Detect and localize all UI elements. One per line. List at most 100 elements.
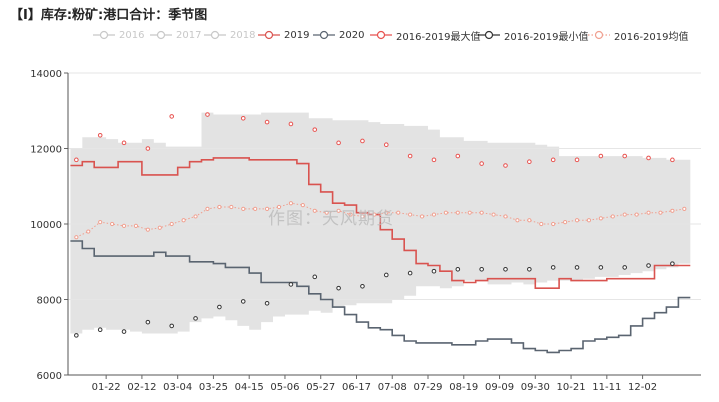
legend-label: 2016: [119, 29, 145, 41]
series-2016-2019--point: [610, 214, 615, 219]
series-2016-2019--point: [670, 208, 675, 213]
x-tick-label: 08-19: [449, 382, 478, 393]
series-2016-2019--point: [288, 121, 294, 127]
legend-item-2019[interactable]: 2019: [258, 27, 309, 43]
y-tick-label: 10000: [30, 220, 62, 231]
series-2016-2019--point: [503, 214, 508, 219]
series-2016-2019--point: [551, 221, 556, 227]
series-2016-2019--point: [574, 157, 580, 163]
y-tick-label: 14000: [30, 69, 62, 80]
series-2016-2019--point: [491, 212, 496, 217]
series-2016-2019--point: [479, 161, 484, 166]
series-2016-2019--point: [121, 223, 127, 228]
series-2016-2019--line: [76, 202, 685, 238]
legend-item-2016-2019-[interactable]: 2016-2019均值: [588, 27, 689, 43]
x-tick-label: 02-12: [127, 382, 156, 393]
x-tick-label: 11-11: [592, 382, 621, 393]
series-2016-2019--point: [205, 112, 210, 117]
y-tick-label: 6000: [37, 371, 62, 382]
series-2016-2019--point: [550, 265, 556, 270]
legend-label: 2017: [176, 29, 202, 41]
series-2016-2019--point: [217, 204, 222, 210]
series-2016-2019--point: [145, 227, 150, 232]
chart-legend: 2016 2017 2018 2019 2020 2016-2019最大值 2016-201…: [0, 27, 719, 43]
series-2016-2019--point: [407, 153, 413, 159]
series-2016-2019--point: [383, 142, 389, 148]
legend-item-2016-2019-[interactable]: 2016-2019最小值: [478, 27, 589, 43]
series-2016-2019--point: [98, 220, 103, 225]
series-2016-2019--point: [372, 212, 377, 217]
series-2020-line: [70, 240, 691, 354]
series-2016-2019--point: [336, 285, 341, 291]
series-2016-2019--point: [658, 210, 663, 215]
series-2016-2019--point: [288, 201, 294, 206]
series-2016-2019--point: [300, 203, 305, 208]
legend-item-2017[interactable]: 2017: [150, 27, 201, 43]
legend-item-2018[interactable]: 2018: [204, 27, 255, 43]
legend-label: 2018: [230, 29, 256, 41]
series-2016-2019--point: [407, 270, 413, 276]
series-2016-2019--point: [169, 323, 175, 329]
series-2016-2019--point: [396, 210, 401, 215]
series-2016-2019--point: [74, 333, 79, 338]
series-2016-2019--point: [324, 210, 329, 215]
series-2016-2019--point: [682, 206, 687, 211]
series-2016-2019--point: [348, 212, 353, 217]
series-2016-2019--point: [479, 267, 484, 272]
series-2016-2019--point: [455, 153, 461, 159]
legend-symbol-icon: [93, 30, 115, 40]
chart-title: 【I】库存:粉矿:港口合计：季节图: [10, 8, 208, 23]
series-2016-2019--point: [455, 267, 461, 272]
x-tick-label: 12-02: [628, 382, 657, 393]
series-2016-2019--point: [288, 282, 294, 287]
series-2016-2019--point: [74, 235, 79, 240]
series-2016-2019--point: [264, 119, 270, 125]
x-tick-label: 03-25: [199, 382, 228, 393]
legend-item-2016-2019-[interactable]: 2016-2019最大值: [370, 27, 481, 43]
legend-symbol-icon: [150, 30, 172, 40]
legend-symbol-icon: [313, 30, 335, 40]
series-2016-2019--point: [503, 163, 508, 168]
series-2016-2019--point: [336, 208, 341, 213]
series-2016-2019--point: [240, 299, 246, 304]
series-2016-2019--point: [527, 267, 532, 272]
series-2016-2019--point: [646, 155, 651, 161]
series-2016-2019--point: [74, 157, 79, 163]
series-2016-2019--point: [598, 153, 604, 159]
series-2016-2019--point: [229, 204, 234, 210]
legend-label: 2019: [284, 29, 310, 41]
series-2016-2019--point: [145, 319, 151, 325]
x-tick-label: 05-27: [306, 382, 335, 393]
series-2016-2019--point: [598, 216, 603, 221]
legend-label: 2016-2019最大值: [396, 31, 481, 43]
y-tick-label: 12000: [30, 145, 62, 156]
legend-item-2016[interactable]: 2016: [93, 27, 144, 43]
legend-label: 2020: [339, 29, 365, 41]
legend-item-2020[interactable]: 2020: [313, 27, 364, 43]
watermark-text: 作图：天风期货: [268, 209, 394, 229]
legend-symbol-icon: [258, 30, 280, 40]
series-2016-2019--point: [312, 274, 318, 280]
series-2016-2019--point: [670, 157, 675, 163]
series-2016-2019--point: [646, 263, 651, 268]
series-2016-2019--point: [169, 221, 174, 227]
series-2016-2019--point: [157, 225, 162, 230]
series-2016-2019--point: [193, 316, 198, 321]
series-2016-2019--point: [264, 206, 270, 211]
series-2016-2019--point: [634, 212, 639, 217]
series-2016-2019--point: [431, 212, 437, 217]
series-2016-2019--point: [240, 116, 246, 121]
series-2016-2019--point: [133, 223, 139, 228]
series-2016-2019--point: [503, 267, 508, 272]
series-2016-2019--point: [563, 220, 568, 225]
y-tick-label: 8000: [37, 296, 62, 307]
series-2016-2019--point: [431, 268, 437, 274]
series-2016-2019--point: [312, 208, 317, 213]
series-2016-2019--point: [670, 261, 675, 266]
series-2016-2019--point: [455, 210, 460, 215]
series-2016-2019--point: [97, 327, 103, 333]
legend-symbol-icon: [370, 30, 392, 40]
x-tick-label: 01-22: [92, 382, 121, 393]
